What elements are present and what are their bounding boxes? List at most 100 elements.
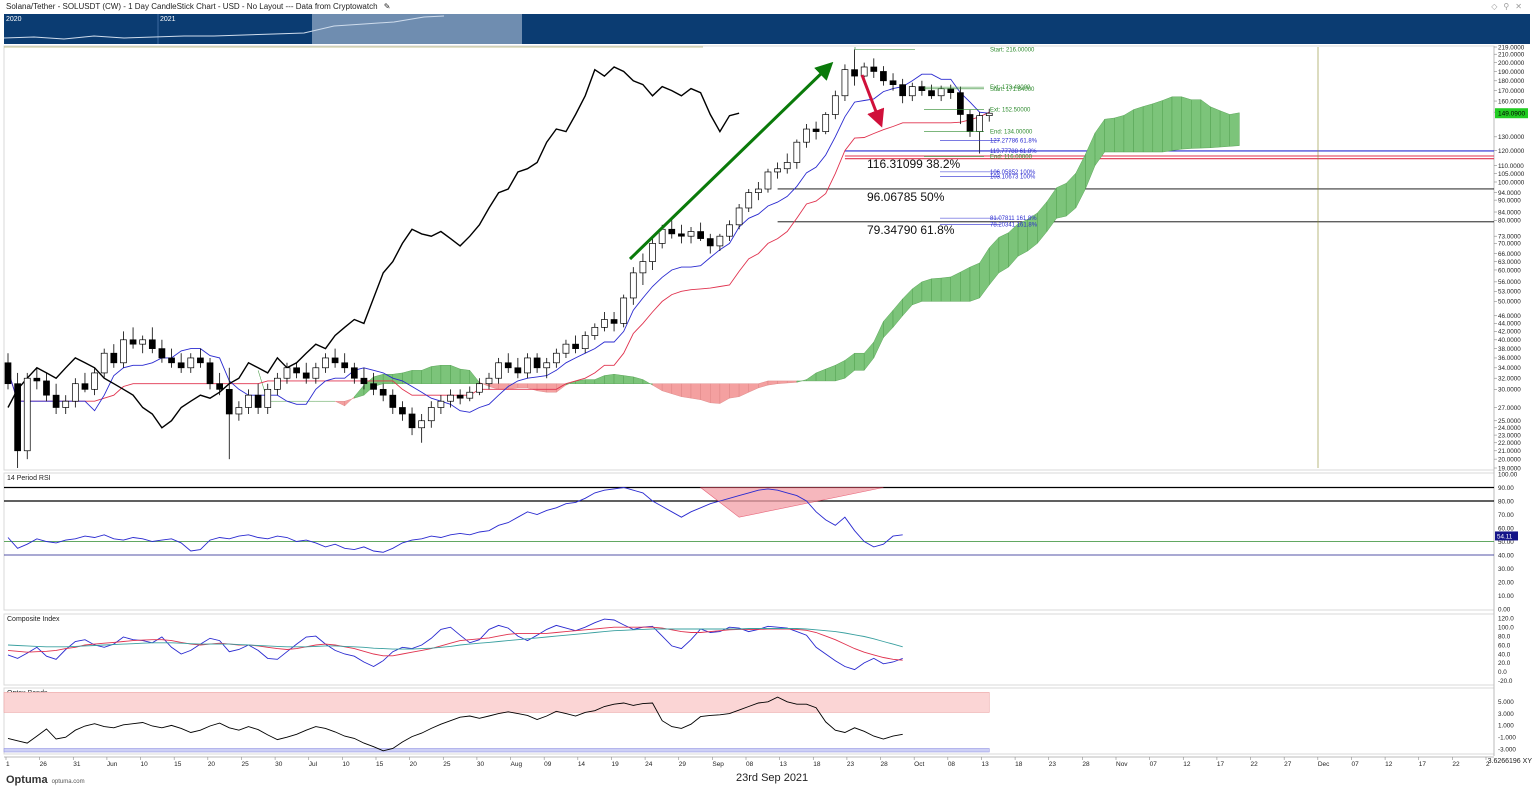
fib-retracement-label: 96.06785 50% [867,190,945,204]
navigator-window[interactable] [312,14,522,44]
cloud-segment [1210,106,1221,148]
composite-tick-label: 80.0 [1498,633,1511,640]
window-icons[interactable]: ◇⚲✕ [1491,2,1528,11]
price-tick-label: 170.0000 [1498,88,1525,95]
candle-body [168,357,175,364]
candle-body [52,394,60,408]
date-tick-label: 24 [645,761,653,768]
candle-body [254,394,262,408]
date-tick-label: 23 [1049,761,1057,768]
cloud-segment [1133,106,1144,153]
optex-tick-label: 1.000 [1498,723,1514,730]
rsi-tick-label: 70.00 [1498,512,1514,519]
price-tick-label: 44.0000 [1498,321,1521,328]
candle-body [543,362,551,369]
candle-body [889,80,897,85]
candle-body [851,69,858,77]
candle-body [697,231,704,239]
price-tick-label: 38.0000 [1498,346,1521,353]
price-tick-label: 80.0000 [1498,218,1521,225]
candle-body [350,367,358,379]
price-tick-label: 46.0000 [1498,313,1521,320]
cloud-segment [498,383,509,390]
pullback-arrow [860,74,885,128]
candle-body [908,86,916,97]
date-tick-label: 25 [241,761,249,768]
candle-body [43,380,50,396]
extension-level-label: 106.05852 100% [990,170,1036,176]
cloud-segment [950,271,961,302]
cloud-segment [469,369,480,384]
candle-body [610,319,618,324]
cloud-segment [825,364,836,382]
extension-level-label: Ext: 152.50000 [990,107,1031,113]
date-tick-label: Sep [712,761,724,768]
navigator-price-line [4,15,445,40]
date-tick-label: 31 [73,761,81,768]
price-tick-label: 210.0000 [1498,52,1525,59]
rsi-indicator: 100.00 90.00 80.00 70.00 60.00 50.00 40.00 30.0… [4,471,1518,613]
cloud-segment [940,276,951,302]
candle-body [668,228,676,235]
extension-level-label: Start: 216.00000 [990,47,1035,53]
candle-body [870,66,878,72]
candle-body [706,238,714,247]
cloud-segment [1085,132,1096,190]
composite-tick-label: 100.0 [1498,624,1514,631]
cloud-segment [729,383,740,399]
cloud-segment [960,266,971,302]
candle-body [687,231,695,237]
extension-level-label: End: 116.00000 [990,154,1033,160]
cloud-segment [1152,100,1163,153]
cloud-segment [1171,96,1182,151]
fib-retracement-label: 116.31099 38.2% [867,157,961,171]
extension-level-label: Start: 171.84000 [990,87,1035,93]
price-tick-label: 73.0000 [1498,233,1521,240]
price-tick-label: 63.0000 [1498,259,1521,266]
date-tick-label: Nov [1116,761,1128,768]
cloud-segment [594,375,605,384]
candle-body [302,372,310,379]
cloud-segment [1191,99,1202,149]
candle-body [129,339,137,345]
composite-tick-label: 20.0 [1498,660,1511,667]
candle-body [735,207,743,226]
cloud-segment [604,374,615,384]
cloud-segment [787,380,798,384]
date-tick-label: 14 [578,761,586,768]
price-tick-label: 66.0000 [1498,251,1521,258]
composite-series-line [7,628,903,650]
candle-body [23,377,31,452]
cloud-segment [969,262,980,302]
date-navigator[interactable]: 2020 2021 [4,14,1530,44]
cloud-segment [354,384,365,399]
candle-body [793,141,801,163]
extension-level-label: 127.27786 61.8% [990,138,1038,144]
cloud-segment [623,375,634,384]
extension-level-label: Ext: 173.48000 [990,85,1031,91]
candle-body [177,362,185,369]
price-tick-label: 84.0000 [1498,209,1521,216]
pencil-icon[interactable]: ✎ [383,2,391,11]
date-tick-label: 17 [1217,761,1225,768]
price-tick-label: 53.0000 [1498,289,1521,296]
cloud-segment [690,383,701,400]
candle-body [581,335,589,349]
price-tick-label: 190.0000 [1498,69,1525,76]
composite-tick-label: -20.0 [1498,678,1513,685]
optuma-logo[interactable]: Optuma optuma.com [6,774,85,786]
candle-body [562,343,570,354]
cloud-segment [1181,96,1192,150]
date-axis: 1 26 31 Jun 10 15 20 25 30 Jul 10 15 20 25 30 Aug 09 14 19… [5,757,1490,768]
candle-body [726,224,733,237]
candle-body [976,115,983,132]
candle-body [485,377,493,385]
rsi-divergence-triangle [699,487,884,518]
candle-body [456,394,464,399]
date-tick-label: 20 [208,761,216,768]
rsi-tick-label: 80.00 [1498,498,1514,505]
candle-body [33,377,41,382]
readout-suffix: XY [1522,758,1532,765]
fib-retracement-label: 79.34790 61.8% [867,223,955,237]
